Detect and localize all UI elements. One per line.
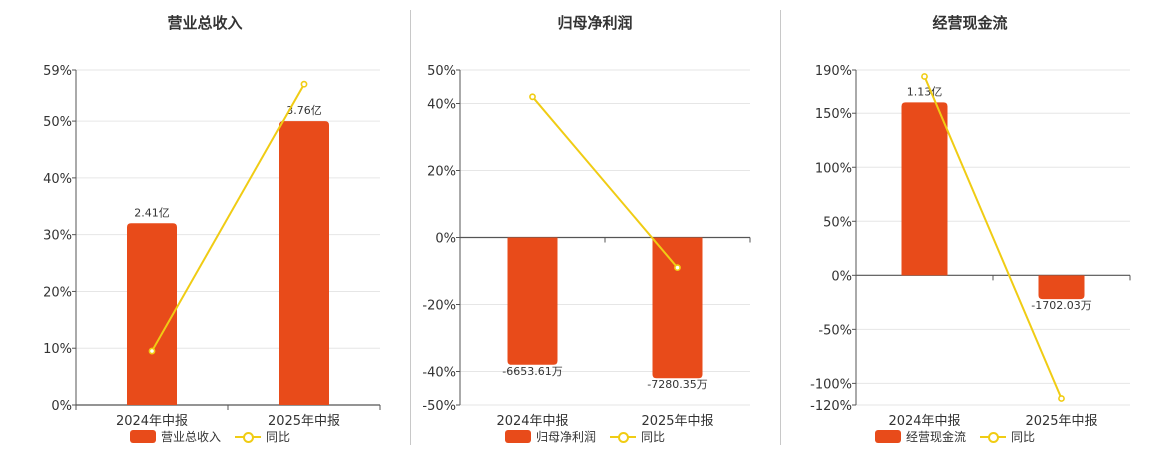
legend: 经营现金流 同比 xyxy=(770,428,1140,445)
x-tick-label: 2025年中报 xyxy=(268,414,340,429)
legend-bar-label[interactable]: 归母净利润 xyxy=(535,430,596,444)
panel-divider xyxy=(410,10,411,445)
y-tick-label: 0% xyxy=(831,269,852,284)
bar[interactable] xyxy=(127,223,177,405)
y-tick-label: 100% xyxy=(815,161,852,176)
legend-line-label[interactable]: 同比 xyxy=(641,430,666,444)
y-tick-label: 50% xyxy=(823,215,852,230)
revenue-chart-panel: 营业总收入 0% 10% 20% 30% 40% 50% 59% 2.41亿 2024年中报 3.… xyxy=(0,0,410,450)
y-tick-label: 59% xyxy=(43,64,72,79)
legend-bar-label[interactable]: 营业总收入 xyxy=(160,430,221,444)
legend-line-label[interactable]: 同比 xyxy=(266,430,291,444)
bar[interactable] xyxy=(279,121,329,406)
panel-divider xyxy=(780,10,781,445)
bar-data-label: -7280.35万 xyxy=(647,378,707,391)
y-tick-label: -120% xyxy=(810,399,852,414)
x-tick-label: 2024年中报 xyxy=(496,414,568,429)
y-tick-label: 50% xyxy=(43,115,72,130)
yoy-line xyxy=(531,96,679,269)
legend: 营业总收入 同比 xyxy=(0,428,420,445)
y-tick-label: 0% xyxy=(435,232,456,247)
legend-line-icon[interactable] xyxy=(980,430,1006,444)
y-tick-label: -40% xyxy=(422,366,456,381)
chart-svg: -120% -100% -50% 0% 50% 100% 150% 190% 1.13亿 2024… xyxy=(810,64,1131,429)
bar[interactable] xyxy=(1038,275,1085,300)
y-tick-label: 40% xyxy=(43,172,72,187)
bar-data-label: 1.13亿 xyxy=(907,85,943,98)
yoy-point[interactable] xyxy=(300,80,308,88)
y-tick-label: -50% xyxy=(422,399,456,414)
bar-data-label: 3.76亿 xyxy=(286,104,322,117)
legend-bar-swatch[interactable] xyxy=(129,430,156,443)
x-tick-label: 2025年中报 xyxy=(1025,414,1097,429)
y-tick-label: 50% xyxy=(427,64,456,79)
y-tick-label: 190% xyxy=(815,64,852,79)
legend-bar-swatch[interactable] xyxy=(504,430,531,443)
legend-line-label[interactable]: 同比 xyxy=(1011,430,1036,444)
bar-data-label: -1702.03万 xyxy=(1031,299,1091,312)
y-tick-label: 20% xyxy=(43,285,72,300)
chart-title: 经营现金流 xyxy=(932,14,1008,32)
yoy-point[interactable] xyxy=(1058,395,1065,402)
y-tick-label: -20% xyxy=(422,299,456,314)
y-tick-label: -50% xyxy=(818,323,852,338)
bar-data-label: 2.41亿 xyxy=(134,206,170,219)
legend: 归母净利润 同比 xyxy=(400,428,770,445)
net-profit-chart-panel: 归母净利润 -50% -40% -20% 0% 20% 40% 50% -6653.61万 20… xyxy=(410,0,780,450)
bar[interactable] xyxy=(507,237,558,365)
y-tick-label: 10% xyxy=(43,342,72,357)
yoy-line xyxy=(151,83,305,352)
chart-title: 营业总收入 xyxy=(167,14,243,32)
bar[interactable] xyxy=(652,237,703,379)
bar[interactable] xyxy=(901,102,948,276)
y-tick-label: -100% xyxy=(810,377,852,392)
yoy-point[interactable] xyxy=(529,93,536,101)
chart-svg: -50% -40% -20% 0% 20% 40% 50% -6653.61万 2024年中报 -… xyxy=(422,64,751,429)
y-tick-label: 20% xyxy=(427,165,456,180)
legend-bar-swatch[interactable] xyxy=(874,430,901,443)
x-tick-label: 2024年中报 xyxy=(888,414,960,429)
chart-title: 归母净利润 xyxy=(557,14,633,32)
y-tick-label: 30% xyxy=(43,229,72,244)
chart-svg: 0% 10% 20% 30% 40% 50% 59% 2.41亿 2024年中报 3.76亿 202… xyxy=(43,64,381,429)
cash-flow-chart-panel: 经营现金流 -120% -100% -50% 0% 50% 100% 150% 190% 1.1… xyxy=(780,0,1160,450)
yoy-point[interactable] xyxy=(148,347,156,355)
legend-line-icon[interactable] xyxy=(235,430,261,444)
y-tick-label: 150% xyxy=(815,107,852,122)
y-tick-label: 0% xyxy=(51,399,72,414)
yoy-point[interactable] xyxy=(674,264,681,272)
legend-line-icon[interactable] xyxy=(610,430,636,444)
x-tick-label: 2025年中报 xyxy=(641,414,713,429)
legend-bar-label[interactable]: 经营现金流 xyxy=(905,430,966,444)
yoy-line xyxy=(923,76,1063,399)
x-tick-label: 2024年中报 xyxy=(116,414,188,429)
yoy-point[interactable] xyxy=(921,73,928,80)
y-tick-label: 40% xyxy=(427,98,456,113)
bar-data-label: -6653.61万 xyxy=(502,365,562,378)
